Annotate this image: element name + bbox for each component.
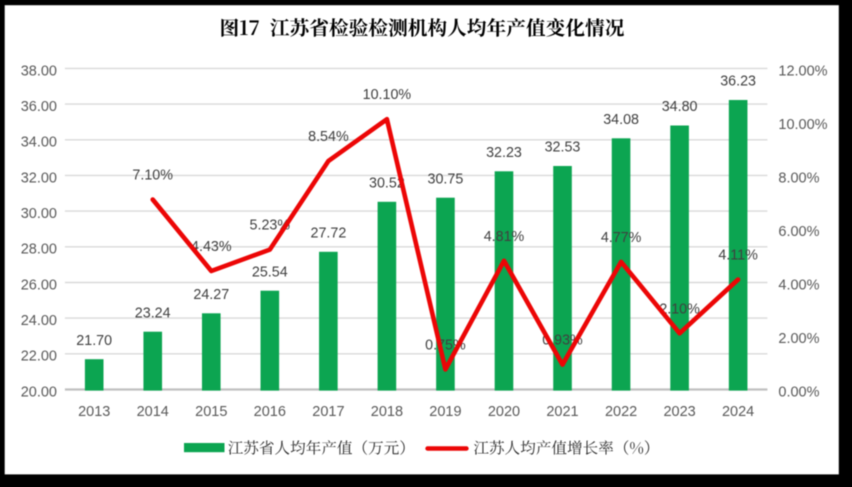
svg-text:26.00: 26.00 [21,277,57,293]
svg-text:2.10%: 2.10% [659,301,700,317]
svg-text:4.00%: 4.00% [778,277,819,293]
svg-text:4.77%: 4.77% [601,230,642,246]
svg-text:0.00%: 0.00% [778,384,819,400]
svg-text:2024: 2024 [722,404,754,420]
svg-text:7.10%: 7.10% [132,168,173,184]
svg-text:34.00: 34.00 [21,135,57,151]
svg-text:10.00%: 10.00% [778,117,827,133]
svg-text:34.08: 34.08 [603,112,639,128]
svg-text:38.00: 38.00 [21,63,57,79]
svg-text:36.00: 36.00 [21,99,57,115]
svg-text:8.00%: 8.00% [778,170,819,186]
svg-text:32.00: 32.00 [21,170,57,186]
svg-text:4.43%: 4.43% [191,239,232,255]
svg-text:34.80: 34.80 [662,99,698,115]
svg-text:23.24: 23.24 [135,305,171,321]
svg-text:10.10%: 10.10% [363,87,412,103]
svg-text:36.23: 36.23 [720,74,756,90]
svg-text:24.00: 24.00 [21,313,57,329]
svg-text:2020: 2020 [488,404,520,420]
svg-text:12.00%: 12.00% [778,63,827,79]
svg-text:5.23%: 5.23% [250,218,291,234]
svg-text:27.72: 27.72 [311,226,347,242]
svg-text:32.23: 32.23 [486,145,522,161]
svg-text:8.54%: 8.54% [308,129,349,145]
svg-text:30.00: 30.00 [21,206,57,222]
svg-text:2.00%: 2.00% [778,331,819,347]
svg-text:21.70: 21.70 [76,333,112,349]
svg-text:2019: 2019 [429,404,461,420]
svg-text:2016: 2016 [254,404,286,420]
svg-text:6.00%: 6.00% [778,224,819,240]
svg-text:2018: 2018 [371,404,403,420]
svg-text:2021: 2021 [546,404,578,420]
svg-text:2015: 2015 [195,404,227,420]
svg-text:30.52: 30.52 [369,176,405,192]
svg-text:32.53: 32.53 [545,140,581,156]
svg-text:30.75: 30.75 [428,171,464,187]
svg-text:28.00: 28.00 [21,242,57,258]
svg-text:2023: 2023 [663,404,695,420]
svg-text:20.00: 20.00 [21,384,57,400]
svg-text:25.54: 25.54 [252,264,288,280]
svg-text:2014: 2014 [137,404,169,420]
svg-text:4.81%: 4.81% [484,229,525,245]
svg-text:2017: 2017 [312,404,344,420]
svg-text:24.27: 24.27 [193,287,229,303]
svg-text:22.00: 22.00 [21,349,57,365]
svg-text:4.11%: 4.11% [718,248,758,264]
svg-text:2013: 2013 [78,404,110,420]
svg-text:2022: 2022 [605,404,637,420]
